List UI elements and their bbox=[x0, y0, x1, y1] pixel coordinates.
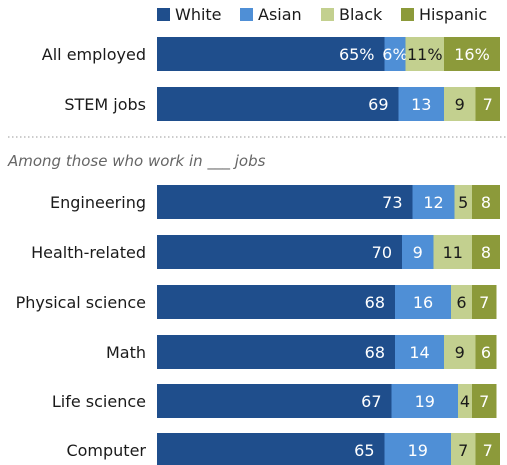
bar-segment-black bbox=[444, 87, 476, 121]
data-label-white: 69 bbox=[368, 95, 388, 114]
bar-segment-black bbox=[405, 37, 444, 71]
data-label-white: 67 bbox=[361, 392, 381, 411]
data-label-black: 9 bbox=[455, 95, 465, 114]
data-label-asian: 13 bbox=[411, 95, 431, 114]
bar-segment-black bbox=[444, 335, 476, 369]
data-label-hispanic: 7 bbox=[479, 392, 489, 411]
data-label-asian: 19 bbox=[408, 441, 428, 460]
data-label-hispanic: 16% bbox=[454, 45, 490, 64]
bar-segment-hispanic bbox=[472, 235, 500, 269]
legend-label-asian: Asian bbox=[258, 5, 302, 24]
category-label: Computer bbox=[66, 441, 146, 460]
bar-segment-black bbox=[458, 384, 472, 418]
bar-segment-white bbox=[157, 185, 413, 219]
group-subheading: Among those who work in ___ jobs bbox=[7, 152, 266, 171]
data-label-black: 4 bbox=[460, 392, 470, 411]
bar-segment-black bbox=[451, 433, 476, 465]
bar-segment-white bbox=[157, 335, 395, 369]
bar-segment-hispanic bbox=[475, 433, 500, 465]
legend-label-black: Black bbox=[339, 5, 383, 24]
legend-swatch-white bbox=[157, 8, 170, 21]
legend-swatch-hispanic bbox=[401, 8, 414, 21]
data-label-white: 65% bbox=[339, 45, 375, 64]
data-label-asian: 9 bbox=[413, 243, 423, 262]
bars: All employed 65% 6% 11% 16%STEM jobs 69 13 9 7Am… bbox=[7, 37, 507, 465]
category-label: Life science bbox=[52, 392, 146, 411]
bar-segment-black bbox=[451, 285, 472, 319]
data-label-white: 68 bbox=[365, 343, 385, 362]
bar-row-computer: Computer 65 19 7 7 bbox=[66, 433, 500, 465]
data-label-hispanic: 8 bbox=[481, 243, 491, 262]
data-label-asian: 6% bbox=[382, 45, 407, 64]
category-label: All employed bbox=[42, 45, 146, 64]
data-label-asian: 12 bbox=[423, 193, 443, 212]
bar-segment-asian bbox=[398, 87, 444, 121]
category-label: Engineering bbox=[50, 193, 146, 212]
bar-segment-white bbox=[157, 235, 402, 269]
data-label-black: 11 bbox=[443, 243, 463, 262]
legend-item-asian: Asian bbox=[240, 5, 302, 24]
bar-segment-white bbox=[157, 433, 385, 465]
bar-segment-white bbox=[157, 384, 392, 418]
bar-segment-hispanic bbox=[475, 335, 497, 369]
category-label: STEM jobs bbox=[64, 95, 146, 114]
bar-segment-white bbox=[157, 37, 385, 71]
data-label-hispanic: 7 bbox=[479, 293, 489, 312]
bar-row-life-science: Life science 67 19 4 7 bbox=[52, 384, 497, 418]
bar-row-engineering: Engineering 73 12 5 8 bbox=[50, 185, 500, 219]
data-label-asian: 14 bbox=[409, 343, 429, 362]
data-label-black: 11% bbox=[407, 45, 443, 64]
bar-segment-black bbox=[433, 235, 472, 269]
bar-row-physical-science: Physical science 68 16 6 7 bbox=[16, 285, 497, 319]
legend-label-hispanic: Hispanic bbox=[419, 5, 487, 24]
data-label-asian: 19 bbox=[415, 392, 435, 411]
bar-segment-hispanic bbox=[472, 285, 497, 319]
category-label: Health-related bbox=[31, 243, 146, 262]
data-label-black: 7 bbox=[458, 441, 468, 460]
bar-segment-asian bbox=[412, 185, 455, 219]
data-label-hispanic: 8 bbox=[481, 193, 491, 212]
data-label-black: 6 bbox=[456, 293, 466, 312]
bar-row-stem-jobs: STEM jobs 69 13 9 7 bbox=[64, 87, 500, 121]
bar-segment-black bbox=[454, 185, 472, 219]
legend-item-white: White bbox=[157, 5, 222, 24]
data-label-white: 70 bbox=[372, 243, 392, 262]
data-label-hispanic: 7 bbox=[483, 95, 493, 114]
bar-segment-white bbox=[157, 285, 395, 319]
legend-item-hispanic: Hispanic bbox=[401, 5, 487, 24]
bar-segment-hispanic bbox=[472, 384, 497, 418]
bar-segment-white bbox=[157, 87, 399, 121]
bar-segment-asian bbox=[384, 37, 406, 71]
bar-row-math: Math 68 14 9 6 bbox=[106, 335, 497, 369]
data-label-black: 5 bbox=[458, 193, 468, 212]
data-label-asian: 16 bbox=[413, 293, 433, 312]
data-label-hispanic: 6 bbox=[481, 343, 491, 362]
legend-item-black: Black bbox=[321, 5, 383, 24]
bar-row-health-related: Health-related 70 9 11 8 bbox=[31, 235, 500, 269]
data-label-hispanic: 7 bbox=[483, 441, 493, 460]
category-label: Physical science bbox=[16, 293, 146, 312]
bar-segment-hispanic bbox=[472, 185, 500, 219]
bar-segment-hispanic bbox=[475, 87, 500, 121]
bar-segment-asian bbox=[384, 433, 451, 465]
legend-swatch-asian bbox=[240, 8, 253, 21]
category-label: Math bbox=[106, 343, 146, 362]
bar-segment-asian bbox=[395, 285, 451, 319]
legend-label-white: White bbox=[175, 5, 222, 24]
data-label-white: 73 bbox=[382, 193, 402, 212]
data-label-white: 65 bbox=[354, 441, 374, 460]
legend-swatch-black bbox=[321, 8, 334, 21]
bar-segment-asian bbox=[391, 384, 458, 418]
bar-segment-asian bbox=[402, 235, 434, 269]
legend: White Asian Black Hispanic bbox=[157, 5, 487, 24]
bar-row-all-employed: All employed 65% 6% 11% 16% bbox=[42, 37, 500, 71]
data-label-white: 68 bbox=[365, 293, 385, 312]
bar-segment-asian bbox=[395, 335, 444, 369]
data-label-black: 9 bbox=[455, 343, 465, 362]
bar-segment-hispanic bbox=[444, 37, 500, 71]
